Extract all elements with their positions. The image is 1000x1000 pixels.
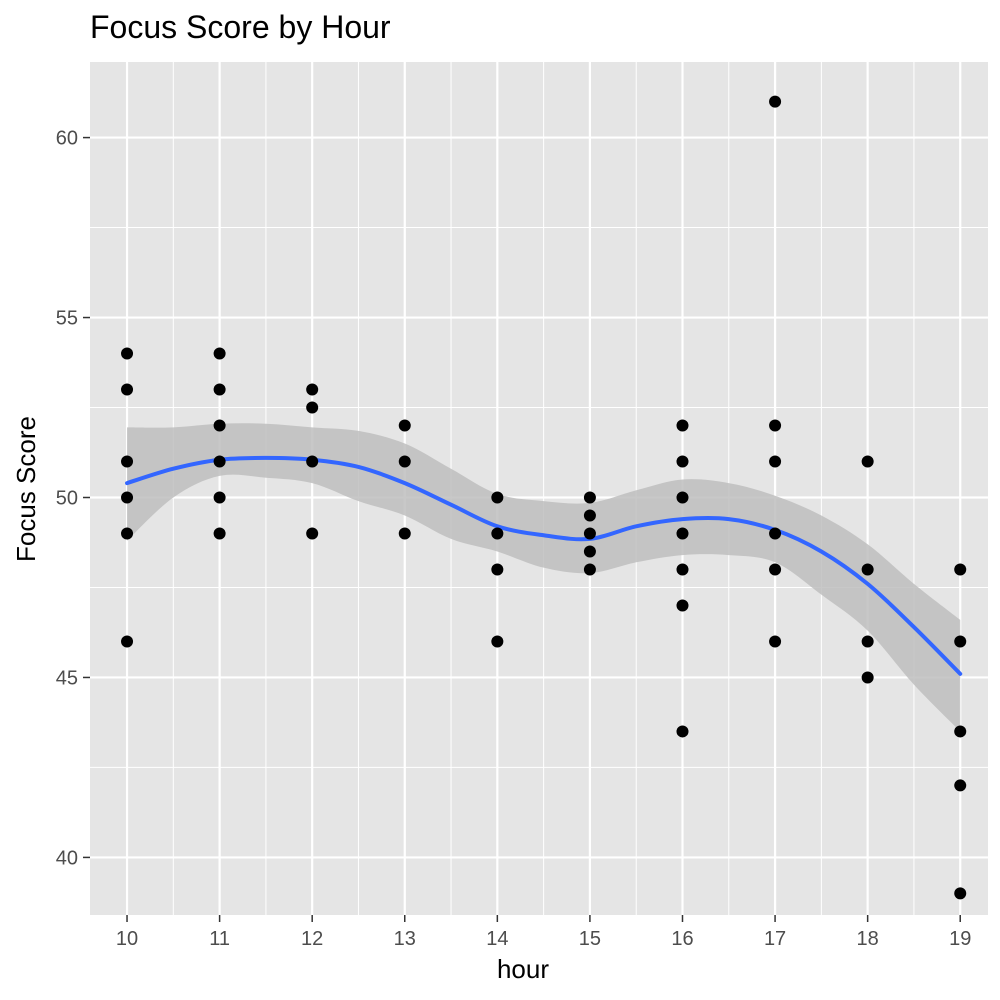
x-axis: 10 11 12 13 14 15 16 17 18 19 <box>116 915 971 950</box>
x-tick-label: 12 <box>301 928 323 950</box>
data-point <box>769 563 782 576</box>
y-tick-label: 45 <box>56 667 78 689</box>
data-point <box>583 491 596 504</box>
smooth-line <box>125 455 963 676</box>
data-point <box>769 635 782 648</box>
data-point <box>676 419 689 432</box>
data-point <box>213 527 226 540</box>
y-tick-label: 60 <box>56 128 78 150</box>
data-point <box>861 455 874 468</box>
data-point <box>583 509 596 522</box>
data-point <box>769 455 782 468</box>
data-point <box>121 491 134 504</box>
x-tick-label: 18 <box>857 928 879 950</box>
data-point <box>676 455 689 468</box>
data-point <box>306 455 319 468</box>
x-tick-label: 14 <box>486 928 508 950</box>
x-tick-label: 16 <box>671 928 693 950</box>
y-tick-label: 55 <box>56 308 78 330</box>
data-point <box>676 563 689 576</box>
confidence-ribbon <box>127 423 961 732</box>
data-point <box>676 725 689 738</box>
data-point <box>954 635 967 648</box>
y-tick-label: 50 <box>56 487 78 509</box>
x-tick-label: 15 <box>579 928 601 950</box>
data-point <box>491 527 504 540</box>
plot-panel <box>90 62 988 915</box>
data-point <box>398 419 411 432</box>
data-point <box>306 527 319 540</box>
data-point <box>306 383 319 396</box>
data-point <box>121 527 134 540</box>
x-tick-label: 10 <box>116 928 138 950</box>
data-point <box>861 671 874 684</box>
data-point <box>121 455 134 468</box>
grid-minor <box>90 62 988 915</box>
data-point <box>769 95 782 108</box>
data-points <box>121 95 967 900</box>
x-axis-title: hour <box>497 954 549 984</box>
x-tick-label: 11 <box>209 928 230 950</box>
y-axis: 40 45 50 55 60 <box>56 128 90 869</box>
chart-title: Focus Score by Hour <box>90 9 391 45</box>
data-point <box>676 599 689 612</box>
data-point <box>213 455 226 468</box>
data-point <box>121 635 134 648</box>
data-point <box>676 491 689 504</box>
x-tick-label: 17 <box>764 928 786 950</box>
y-axis-title: Focus Score <box>11 416 41 562</box>
data-point <box>954 887 967 900</box>
data-point <box>954 725 967 738</box>
data-point <box>861 563 874 576</box>
data-point <box>306 401 319 414</box>
data-point <box>121 383 134 396</box>
x-tick-label: 19 <box>949 928 971 950</box>
data-point <box>213 419 226 432</box>
data-point <box>769 419 782 432</box>
data-point <box>398 527 411 540</box>
data-point <box>769 527 782 540</box>
data-point <box>676 527 689 540</box>
data-point <box>491 635 504 648</box>
y-tick-label: 40 <box>56 847 78 869</box>
data-point <box>491 563 504 576</box>
data-point <box>583 563 596 576</box>
data-point <box>121 347 134 360</box>
data-point <box>213 383 226 396</box>
data-point <box>491 491 504 504</box>
x-tick-label: 13 <box>394 928 416 950</box>
data-point <box>954 563 967 576</box>
data-point <box>213 491 226 504</box>
data-point <box>861 635 874 648</box>
data-point <box>954 779 967 792</box>
data-point <box>583 527 596 540</box>
data-point <box>583 545 596 558</box>
data-point <box>398 455 411 468</box>
data-point <box>213 347 226 360</box>
